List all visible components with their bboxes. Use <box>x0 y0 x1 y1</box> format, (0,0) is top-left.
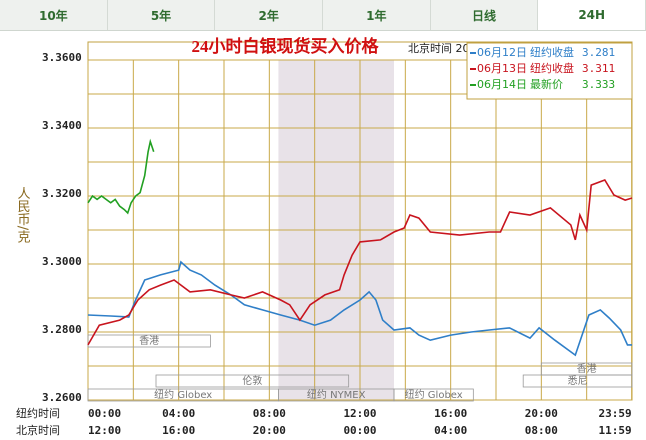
session-label: 纽约 Globex <box>405 388 463 401</box>
legend-label: 纽约收盘 <box>530 45 574 59</box>
series-line <box>87 138 155 215</box>
y-axis-title: 人民币/克 <box>15 187 31 245</box>
legend-label: 最新价 <box>530 77 563 91</box>
legend-value: 3.311 <box>582 62 615 75</box>
x-row-label: 纽约时间 <box>16 406 60 420</box>
tab[interactable]: 1年 <box>323 0 431 30</box>
session-label: 香港 <box>139 335 159 347</box>
legend-name: 06月12日 <box>477 46 527 59</box>
x-tick-label: 04:00 <box>162 407 195 420</box>
tab[interactable]: 2年 <box>215 0 324 30</box>
y-tick-label: 3.2600 <box>42 391 82 404</box>
tab-bar: 10年 5年 2年 1年 日线 24H <box>0 0 646 31</box>
session-label: 伦敦 <box>242 374 262 387</box>
x-tick-label: 00:00 <box>88 407 121 420</box>
x-row-label: 北京时间 <box>16 423 60 437</box>
y-tick-label: 3.2800 <box>42 323 82 336</box>
session-label: 纽约 NYMEX <box>307 388 366 401</box>
legend-value: 3.333 <box>582 78 615 91</box>
session-box <box>87 334 211 348</box>
chart-title: 24小时白银现货买入价格 <box>192 36 380 56</box>
legend-box <box>466 42 633 100</box>
x-tick-label: 04:00 <box>434 424 467 437</box>
x-tick-label: 20:00 <box>253 424 286 437</box>
x-tick-label: 20:00 <box>525 407 558 420</box>
tab[interactable]: 日线 <box>430 0 539 30</box>
legend-name: 06月13日 <box>477 62 527 75</box>
x-tick-label: 12:00 <box>343 407 376 420</box>
x-tick-label: 11:59 <box>598 424 631 437</box>
y-tick-label: 3.3000 <box>42 255 82 268</box>
x-tick-label: 08:00 <box>525 424 558 437</box>
y-tick-label: 3.3200 <box>42 187 82 200</box>
session-label: 香港 <box>577 363 597 375</box>
session-box <box>155 374 350 388</box>
legend-value: 3.281 <box>582 46 615 59</box>
x-tick-label: 08:00 <box>253 407 286 420</box>
session-label: 纽约 Globex <box>154 388 212 401</box>
series-line <box>87 179 633 346</box>
x-tick-label: 16:00 <box>162 424 195 437</box>
x-tick-label: 23:59 <box>598 407 631 420</box>
x-tick-label: 00:00 <box>343 424 376 437</box>
session-box <box>393 388 474 402</box>
x-tick-label: 16:00 <box>434 407 467 420</box>
chart: 24小时白银现货买入价格 北京时间 2019年06月14日 14时53分 人民币… <box>15 36 633 437</box>
series-line <box>87 260 632 357</box>
tab[interactable]: 5年 <box>107 0 216 30</box>
session-label: 悉尼 <box>568 375 588 387</box>
x-tick-label: 12:00 <box>88 424 121 437</box>
tab[interactable]: 24H <box>538 0 646 30</box>
legend-label: 纽约收盘 <box>530 61 574 75</box>
legend-name: 06月14日 <box>477 78 527 91</box>
y-tick-label: 3.3400 <box>42 119 82 132</box>
tab[interactable]: 10年 <box>0 0 108 30</box>
y-tick-label: 3.3600 <box>42 51 82 64</box>
session-box <box>522 374 633 388</box>
